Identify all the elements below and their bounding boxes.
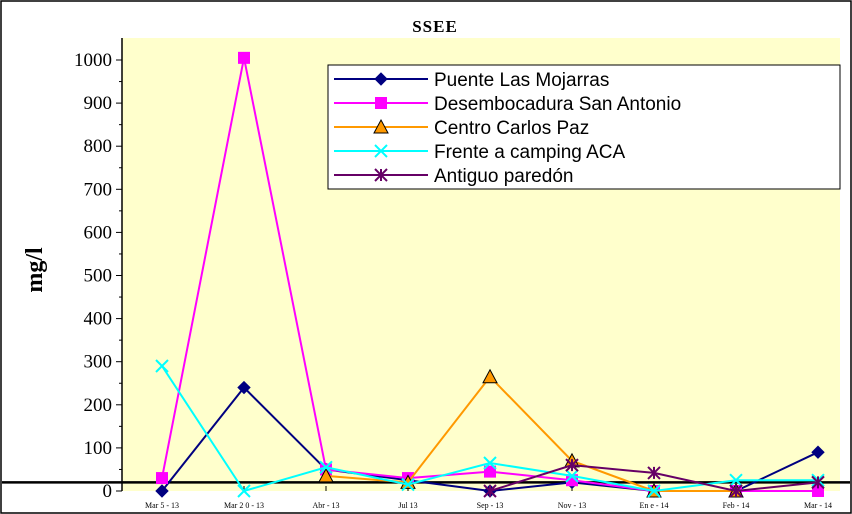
legend-marker — [374, 144, 388, 158]
y-tick-label: 700 — [84, 179, 113, 200]
legend-label: Puente Las Mojarras — [434, 70, 609, 91]
series-4 — [155, 359, 825, 498]
y-axis-label: mg/l — [22, 247, 48, 293]
data-point — [238, 51, 250, 64]
legend-label: Antiguo paredón — [434, 166, 573, 187]
data-point — [812, 485, 824, 497]
axes: 0 100 200 300 400 500 600 700 800 900 1000 Mar 5 - … — [2, 38, 850, 510]
legend-marker — [374, 168, 388, 182]
x-tick-label: En e - 14 — [639, 501, 668, 510]
x-tick-label: Sep - 13 — [477, 501, 504, 510]
data-point — [647, 466, 661, 480]
y-tick-label: 900 — [84, 93, 113, 114]
legend-marker — [373, 118, 389, 134]
data-point — [155, 484, 169, 498]
series-layer — [155, 51, 825, 498]
legend-label: Centro Carlos Paz — [434, 118, 589, 139]
series-5 — [483, 458, 825, 498]
y-tick-label: 200 — [84, 395, 113, 416]
data-point — [483, 456, 497, 470]
data-point — [483, 484, 497, 498]
data-point — [319, 460, 333, 475]
data-point — [318, 467, 334, 483]
legend-label: Frente a camping ACA — [434, 142, 625, 163]
x-tick-label: Abr - 13 — [312, 501, 339, 510]
chart-title: SSEE — [412, 17, 458, 36]
data-point — [729, 473, 743, 487]
y-tick-label: 0 — [103, 481, 113, 502]
data-point — [401, 477, 415, 492]
y-tick-label: 800 — [84, 136, 113, 157]
data-point — [565, 458, 579, 472]
data-point — [647, 484, 661, 498]
y-tick-label: 600 — [84, 222, 113, 243]
y-tick-label: 100 — [84, 438, 113, 459]
data-point — [811, 475, 825, 490]
data-point — [237, 380, 251, 395]
x-tick-label: Mar - 14 — [804, 501, 832, 510]
y-tick-label: 1000 — [74, 50, 112, 71]
legend-marker — [375, 97, 387, 109]
x-tick-label: Feb - 14 — [723, 501, 750, 510]
y-tick-label: 500 — [84, 266, 113, 287]
data-point — [237, 484, 251, 498]
y-tick-label: 300 — [84, 352, 113, 373]
x-tick-label: Jul 13 — [398, 501, 417, 510]
data-point — [156, 472, 168, 485]
data-point — [155, 359, 169, 373]
legend-label: Desembocadura San Antonio — [434, 94, 681, 115]
data-point — [484, 465, 496, 478]
data-point — [811, 445, 825, 459]
data-point — [729, 484, 743, 498]
y-tick-label: 400 — [84, 309, 113, 330]
x-tick-label: Mar 2 0 - 13 — [224, 501, 264, 510]
legend-marker — [374, 72, 388, 86]
x-tick-label: Nov - 13 — [558, 501, 586, 510]
data-point — [565, 469, 579, 483]
data-point — [482, 368, 498, 384]
x-tick-label: Mar 5 - 13 — [145, 501, 179, 510]
legend: Puente Las Mojarras Desembocadura San Ant… — [327, 64, 841, 190]
